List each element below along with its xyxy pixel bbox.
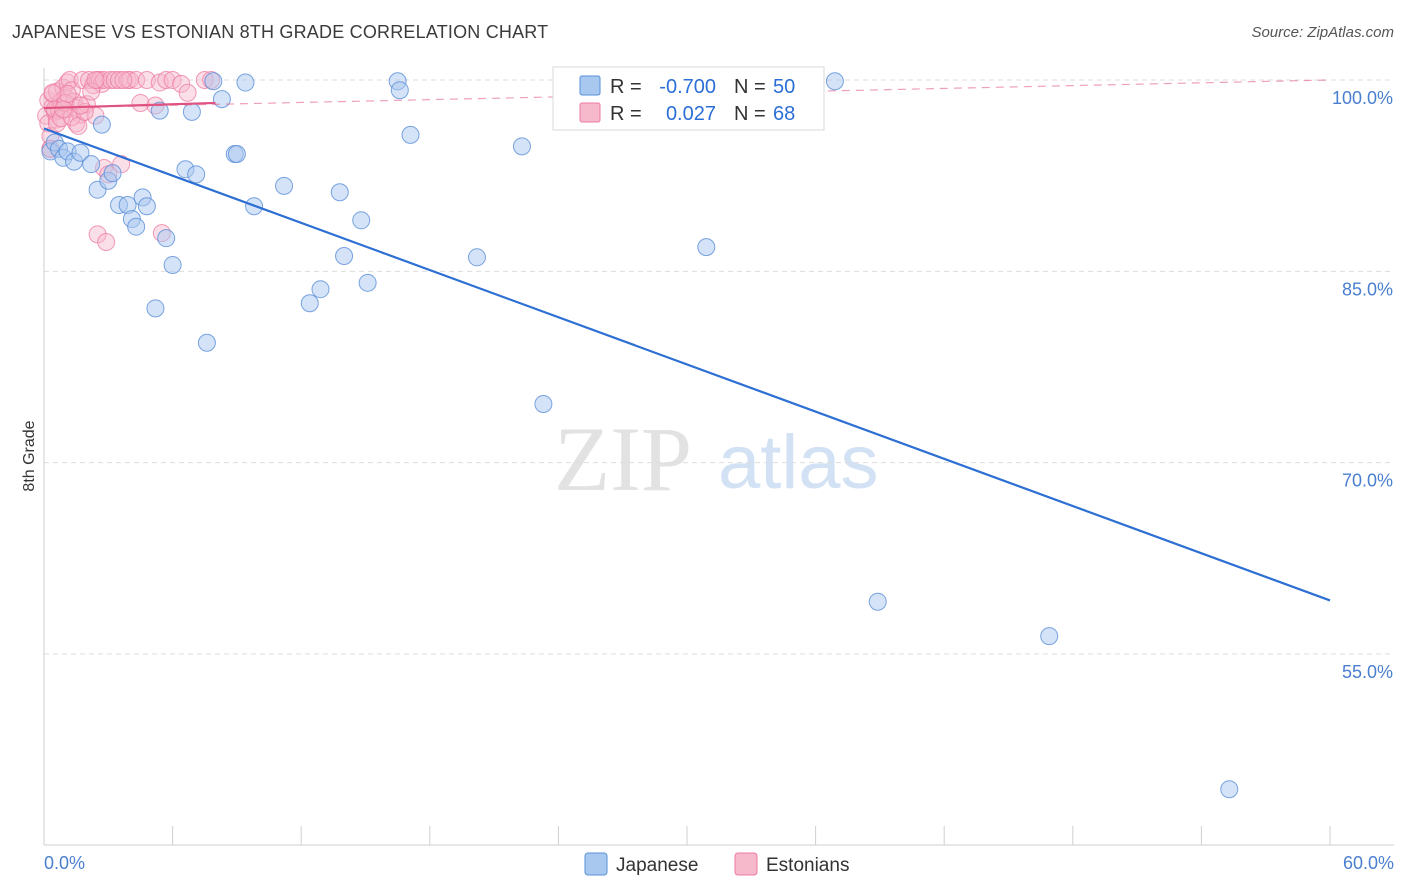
legend-r-label-japanese: R = — [610, 76, 642, 98]
source-label: Source: ZipAtlas.com — [1251, 24, 1394, 41]
watermark-zip: ZIP — [554, 408, 692, 510]
bottom-legend-estonian-swatch — [734, 852, 758, 876]
japanese-point — [197, 333, 216, 352]
japanese-points — [41, 72, 1239, 799]
japanese-point — [352, 211, 371, 230]
y-tick-label: 55.0% — [1342, 662, 1393, 682]
japanese-point — [330, 183, 349, 202]
japanese-point — [182, 102, 201, 121]
japanese-point — [236, 73, 255, 92]
estonian-point — [82, 82, 101, 101]
legend-n-value-japanese: 50 — [773, 76, 795, 98]
estonian-point — [127, 71, 146, 89]
japanese-point — [390, 81, 409, 100]
estonian-point — [172, 74, 191, 93]
estonian-point — [178, 83, 197, 102]
watermark-atlas: atlas — [718, 420, 879, 505]
legend-n-value-estonian: 68 — [773, 103, 795, 125]
japanese-point — [163, 255, 182, 274]
japanese-point — [212, 90, 231, 109]
estonian-point — [131, 93, 150, 112]
estonian-trend-extension — [43, 79, 1331, 109]
legend-r-value-japanese: -0.700 — [659, 76, 716, 98]
y-axis-title: 8th Grade — [21, 420, 38, 491]
y-tick-labels: 100.0% 85.0% 70.0% 55.0% — [1332, 88, 1393, 682]
estonian-point — [86, 71, 105, 89]
legend-n-label-estonian: N = — [734, 103, 766, 125]
japanese-point — [82, 155, 101, 174]
japanese-point — [467, 248, 486, 267]
japanese-point — [825, 72, 844, 91]
trend-lines — [43, 79, 1331, 602]
japanese-point — [71, 143, 90, 162]
japanese-point — [358, 273, 377, 292]
japanese-point — [275, 176, 294, 195]
gridlines — [44, 79, 1394, 655]
estonian-point — [163, 71, 182, 89]
japanese-point — [697, 238, 716, 257]
estonian-point — [43, 83, 62, 102]
japanese-point — [204, 72, 223, 91]
legend-r-label-estonian: R = — [610, 103, 642, 125]
japanese-point — [92, 115, 111, 134]
estonian-point — [157, 71, 176, 89]
estonian-point — [71, 96, 90, 115]
japanese-point — [227, 144, 246, 163]
series-legend: Japanese Estonians — [584, 852, 849, 876]
japanese-point — [187, 165, 206, 184]
japanese-point — [868, 592, 887, 611]
bottom-legend-japanese-swatch — [584, 852, 608, 876]
japanese-point — [311, 280, 330, 299]
japanese-point — [335, 247, 354, 266]
japanese-point — [146, 299, 165, 318]
x-tick-label-max: 60.0% — [1343, 853, 1394, 873]
y-tick-label: 70.0% — [1342, 471, 1393, 491]
japanese-point — [300, 294, 319, 313]
japanese-point — [137, 197, 156, 216]
japanese-point — [150, 101, 169, 120]
legend-japanese-swatch — [579, 75, 601, 96]
legend-n-label-japanese: N = — [734, 76, 766, 98]
japanese-point — [127, 217, 146, 236]
legend-r-value-estonian: 0.027 — [666, 103, 716, 125]
chart-title: JAPANESE VS ESTONIAN 8TH GRADE CORRELATI… — [12, 22, 549, 42]
bottom-legend-estonian-label: Estonians — [766, 855, 849, 876]
japanese-point — [157, 229, 176, 248]
bottom-legend-japanese-label: Japanese — [616, 855, 698, 876]
japanese-point — [103, 164, 122, 183]
estonian-point — [54, 100, 73, 119]
japanese-trend-line — [43, 127, 1331, 602]
japanese-point — [512, 137, 531, 156]
y-tick-label: 100.0% — [1332, 88, 1393, 108]
legend-estonian-swatch — [579, 102, 601, 123]
japanese-point — [1220, 780, 1239, 799]
japanese-point — [1040, 627, 1059, 646]
japanese-point — [401, 125, 420, 144]
stats-legend: R = -0.700 N = 50 R = 0.027 N = 68 — [552, 66, 825, 131]
x-tick-label-min: 0.0% — [44, 853, 85, 873]
estonian-trend-line — [43, 101, 216, 110]
axes — [43, 68, 1394, 846]
y-tick-label: 85.0% — [1342, 279, 1393, 299]
estonian-point — [97, 232, 116, 251]
japanese-point — [534, 394, 553, 413]
estonian-point — [114, 71, 133, 89]
